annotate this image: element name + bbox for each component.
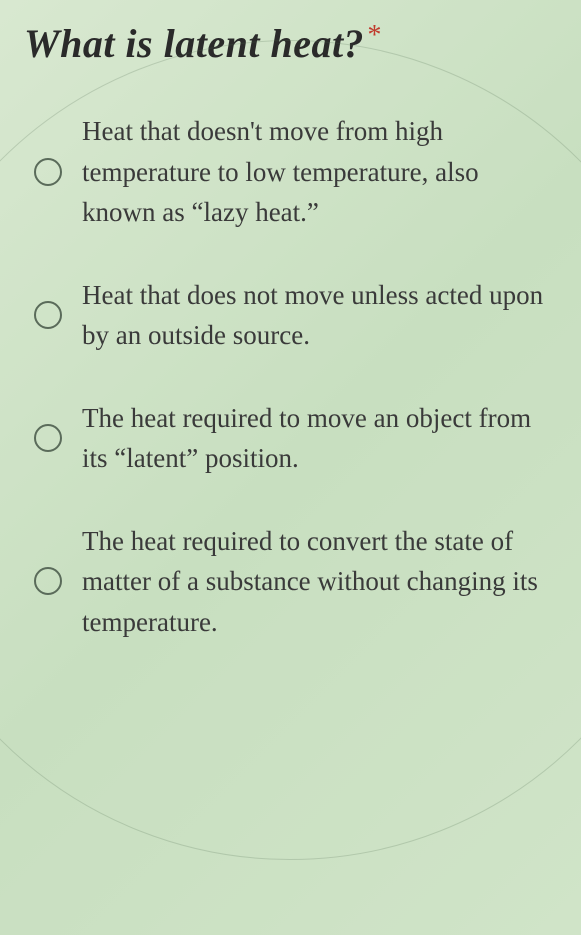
radio-circle-icon (34, 158, 62, 186)
options-group: Heat that doesn't move from high tempera… (24, 111, 557, 642)
radio-circle-icon (34, 567, 62, 595)
required-asterisk: * (366, 20, 381, 51)
radio-option-4[interactable]: The heat required to convert the state o… (34, 521, 557, 643)
question-title: What is latent heat?* (24, 20, 557, 67)
option-text: Heat that doesn't move from high tempera… (82, 111, 557, 233)
option-text: The heat required to convert the state o… (82, 521, 557, 643)
radio-option-2[interactable]: Heat that does not move unless acted upo… (34, 275, 557, 356)
radio-option-1[interactable]: Heat that doesn't move from high tempera… (34, 111, 557, 233)
radio-circle-icon (34, 424, 62, 452)
question-title-text: What is latent heat? (24, 21, 364, 66)
option-text: Heat that does not move unless acted upo… (82, 275, 557, 356)
radio-circle-icon (34, 301, 62, 329)
option-text: The heat required to move an object from… (82, 398, 557, 479)
radio-option-3[interactable]: The heat required to move an object from… (34, 398, 557, 479)
